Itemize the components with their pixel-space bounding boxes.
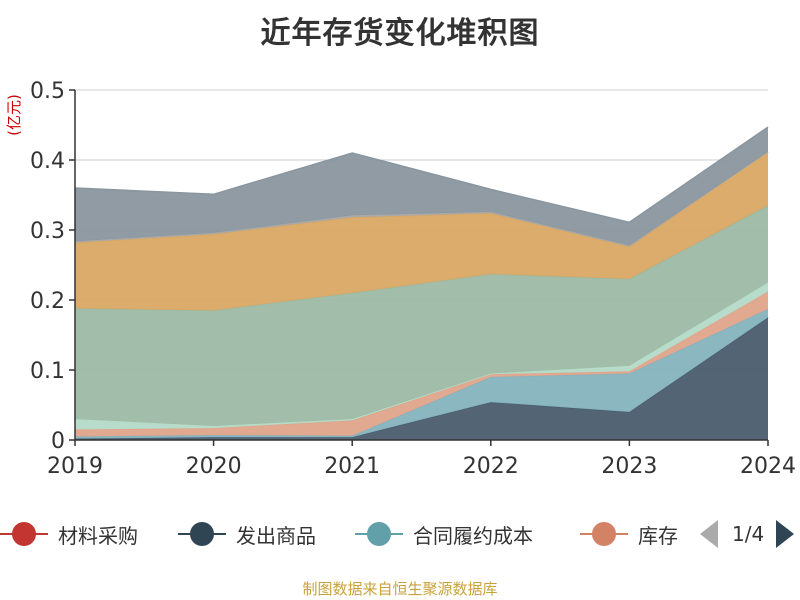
source-note: 制图数据来自恒生聚源数据库 — [302, 580, 498, 598]
legend-page-indicator: 1/4 — [732, 522, 765, 546]
area-series-1 — [75, 309, 768, 439]
legend-marker — [0, 522, 48, 546]
y-tick-label-1: 0.1 — [30, 359, 65, 384]
y-tick-label-4: 0.4 — [30, 149, 65, 174]
legend-item-0[interactable]: 材料采购 — [0, 516, 138, 552]
prev-page-icon[interactable] — [700, 520, 718, 548]
y-tick-label-0: 0 — [51, 429, 65, 454]
legend-dot — [367, 522, 391, 546]
y-tick-label-2: 0.2 — [30, 289, 65, 314]
legend-marker — [178, 522, 226, 546]
x-tick-label-4: 2023 — [601, 454, 657, 479]
x-tick-label-1: 2020 — [186, 454, 242, 479]
area-series-4 — [75, 205, 768, 426]
area-series-5 — [75, 151, 768, 311]
legend-dot — [12, 522, 36, 546]
chart-title: 近年存货变化堆积图 — [260, 16, 540, 51]
x-tick-label-5: 2024 — [740, 454, 796, 479]
legend: 材料采购 发出商品 合同履约成本 库存 1/4 — [0, 516, 800, 552]
legend-dot — [190, 522, 214, 546]
legend-marker — [355, 522, 403, 546]
x-tick-label-3: 2022 — [463, 454, 519, 479]
legend-item-1[interactable]: 发出商品 — [178, 516, 316, 552]
x-tick-label-2: 2021 — [324, 454, 380, 479]
area-line-series-7 — [74, 126, 769, 224]
legend-label: 库存 — [638, 523, 678, 548]
area-series-7 — [75, 127, 768, 246]
legend-item-3[interactable]: 库存 — [580, 516, 678, 552]
legend-dot — [592, 522, 616, 546]
y-tick-label-5: 0.5 — [30, 79, 65, 104]
y-axis-unit-label: (亿元) — [5, 94, 23, 136]
legend-label: 合同履约成本 — [413, 523, 533, 548]
x-tick-label-0: 2019 — [47, 454, 103, 479]
y-tick-label-3: 0.3 — [30, 219, 65, 244]
legend-pager: 1/4 — [700, 516, 795, 552]
legend-label: 材料采购 — [58, 523, 138, 548]
legend-item-2[interactable]: 合同履约成本 — [355, 516, 533, 552]
legend-label: 发出商品 — [236, 523, 316, 548]
next-page-icon[interactable] — [776, 520, 795, 548]
legend-marker — [580, 522, 628, 546]
area-series-0 — [75, 317, 768, 440]
